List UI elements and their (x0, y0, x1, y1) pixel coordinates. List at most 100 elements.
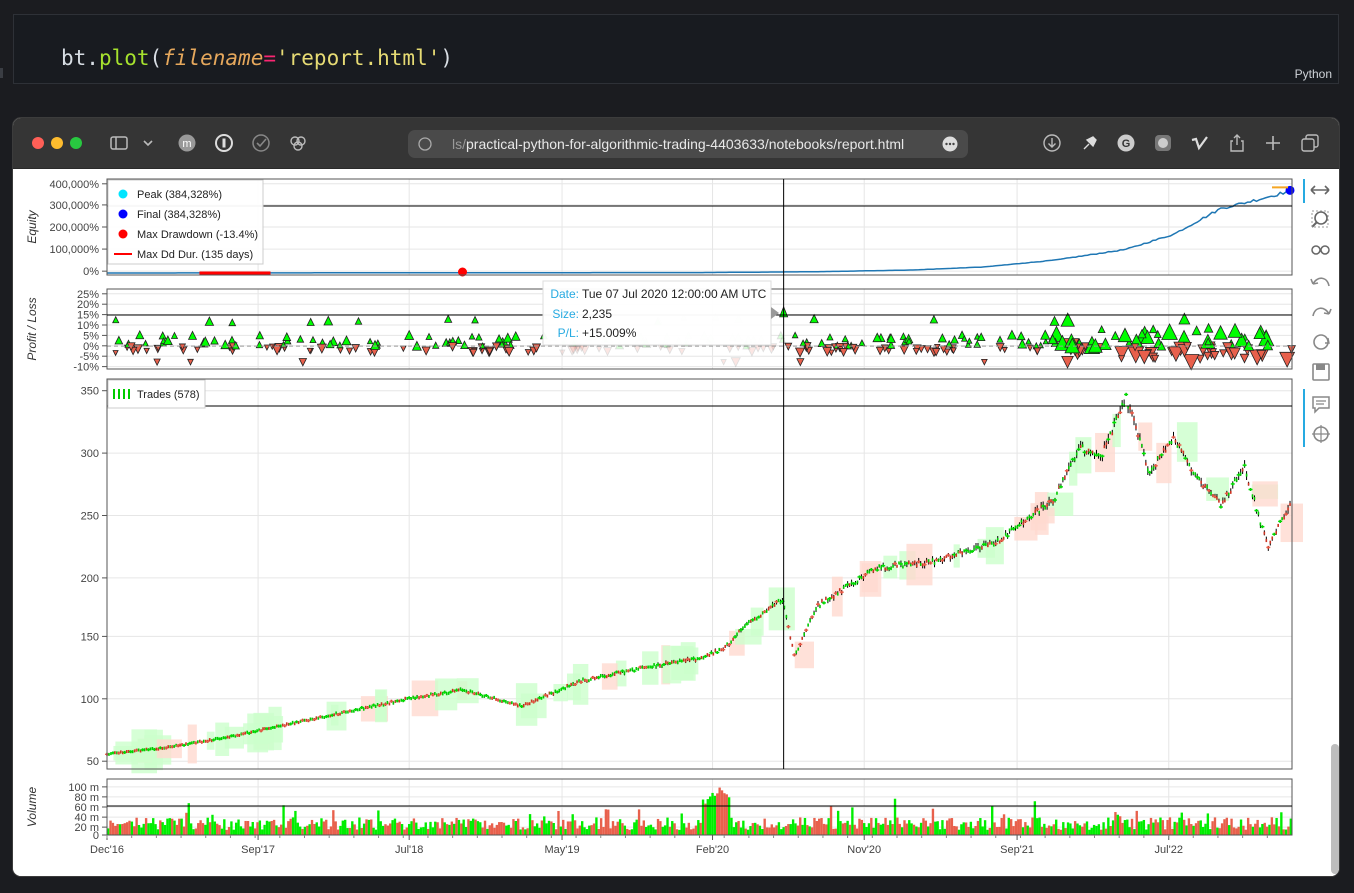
trade-region (1075, 437, 1092, 474)
volume-bar (1064, 828, 1067, 835)
y-tick-label: 200 (81, 573, 99, 585)
volume-bar (1088, 829, 1091, 835)
check-icon[interactable] (252, 134, 270, 152)
volume-bar (929, 823, 932, 835)
zoom-window-button[interactable] (70, 137, 82, 149)
volume-bar (976, 820, 980, 835)
volume-bar (1147, 824, 1150, 835)
hover-icon[interactable] (1312, 396, 1330, 414)
tooltip-value: Tue 07 Jul 2020 12:00:00 AM UTC (582, 287, 767, 301)
profit-marker (858, 339, 866, 347)
candle-body (422, 695, 424, 699)
loss-marker (1137, 350, 1152, 365)
candle-body (542, 695, 545, 699)
candle-body (1038, 510, 1040, 514)
profit-marker (1047, 333, 1058, 345)
crosshair-icon[interactable] (1312, 425, 1330, 443)
volume-bar (396, 822, 399, 835)
vimeo-icon[interactable] (1191, 134, 1209, 152)
volume-bar (140, 827, 143, 835)
candle-body (791, 643, 794, 647)
reset-icon[interactable] (1313, 334, 1330, 350)
extension-privacy-icon[interactable] (215, 134, 233, 152)
extension-icon[interactable] (1154, 134, 1172, 152)
volume-bar (1263, 822, 1266, 835)
address-bar[interactable]: ls/practical-python-for-algorithmic-trad… (408, 130, 968, 158)
loss-marker (1182, 354, 1200, 371)
volume-bar (1066, 822, 1070, 835)
grammar-icon[interactable]: G (1117, 134, 1135, 152)
tabs-overview-icon[interactable] (1301, 134, 1319, 152)
volume-bar (1073, 821, 1077, 835)
volume-bar (846, 820, 849, 835)
candle-body (327, 714, 329, 718)
page-scrollbar[interactable] (1331, 744, 1339, 874)
volume-bar (1161, 820, 1165, 835)
save-icon[interactable] (1312, 363, 1330, 381)
y-tick-label: 5% (83, 330, 99, 342)
loss-marker (899, 345, 909, 356)
volume-bar (818, 818, 821, 835)
volume-bar (900, 827, 904, 835)
extension-m-icon[interactable]: m (178, 134, 196, 152)
candle-body (1044, 506, 1046, 510)
volume-bar (955, 826, 958, 835)
backtest-chart[interactable]: 400,000% 300,000% 200,000% 100,000% 0% 25%20%… (13, 169, 1303, 876)
page-content: 400,000% 300,000% 200,000% 100,000% 0% 25% 20%… (13, 169, 1339, 876)
sidebar-icon[interactable] (110, 134, 128, 152)
candle-body (1145, 462, 1147, 466)
share-icon[interactable] (1228, 134, 1246, 152)
volume-bar (834, 828, 837, 835)
volume-bar (1168, 817, 1172, 835)
close-window-button[interactable] (32, 137, 44, 149)
candle-body (339, 712, 341, 716)
candle-body (167, 745, 170, 749)
profit-marker (282, 331, 292, 341)
volume-bar (393, 818, 397, 835)
volume-bar (647, 825, 650, 835)
candle-body (661, 664, 663, 668)
pin-icon[interactable] (1081, 134, 1099, 152)
box-select-icon[interactable] (1311, 245, 1330, 255)
new-tab-icon[interactable] (1264, 134, 1282, 152)
profit-marker (817, 338, 826, 347)
zoom-icon[interactable] (1311, 210, 1329, 228)
volume-bar (289, 818, 292, 835)
volume-bar (1199, 820, 1202, 835)
trade-region (768, 587, 795, 631)
chevron-down-icon[interactable] (139, 134, 157, 152)
redo-icon[interactable] (1312, 307, 1332, 317)
candle-body (797, 647, 800, 651)
extension-3d-icon[interactable] (289, 134, 307, 152)
volume-bar (341, 820, 344, 835)
minimize-window-button[interactable] (51, 137, 63, 149)
loss-marker (298, 358, 308, 367)
code-line[interactable]: bt.plot(filename='report.html') (61, 46, 453, 70)
url-text[interactable]: ls/practical-python-for-algorithmic-trad… (452, 136, 904, 152)
candle-body (469, 689, 472, 693)
volume-bar (232, 829, 235, 835)
candle-body (996, 537, 999, 541)
candle-body (665, 661, 667, 665)
candle-body (973, 547, 975, 551)
candle-body (611, 672, 614, 676)
volume-bar (1230, 818, 1233, 835)
undo-icon[interactable] (1310, 277, 1330, 287)
volume-bar (524, 829, 527, 835)
volume-bar (213, 821, 217, 835)
volume-bar (749, 826, 752, 835)
candle-body (1158, 455, 1161, 459)
volume-bar (538, 827, 541, 835)
more-icon[interactable] (942, 136, 958, 152)
trade-region (883, 555, 898, 579)
candle-body (1075, 452, 1078, 456)
pan-icon[interactable] (1310, 185, 1330, 195)
candle-body (114, 751, 116, 755)
language-label[interactable]: Python (1294, 67, 1332, 81)
code-cell[interactable]: bt.plot(filename='report.html') Python (13, 14, 1339, 84)
candle-body (511, 701, 513, 705)
download-icon[interactable] (1043, 134, 1061, 152)
candle-body (412, 695, 414, 699)
volume-bar (623, 825, 627, 835)
loss-marker (469, 348, 478, 358)
